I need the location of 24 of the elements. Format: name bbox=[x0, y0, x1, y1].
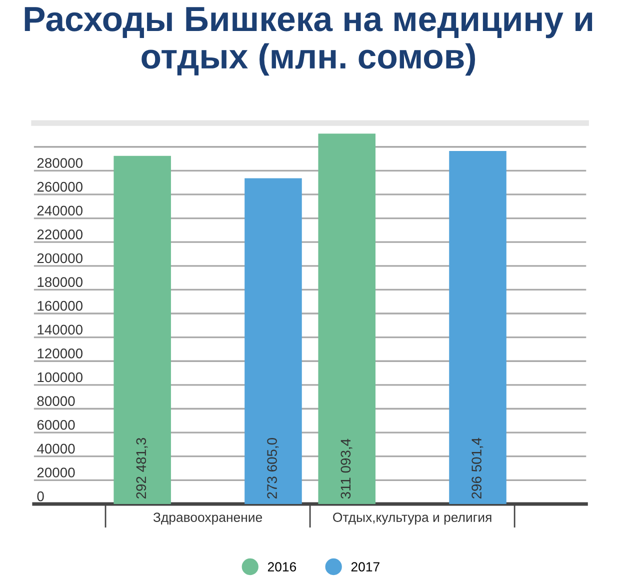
y-tick-label: 240000 bbox=[37, 206, 82, 216]
legend-label: 2016 bbox=[268, 562, 296, 572]
y-tick-label: 160000 bbox=[38, 300, 82, 311]
data-label: 292 481,3 bbox=[136, 438, 148, 498]
y-tick-label: 260000 bbox=[37, 182, 82, 192]
y-tick-label: 280000 bbox=[37, 158, 82, 168]
y-tick-label: 80000 bbox=[37, 396, 75, 406]
x-tick-label: Здравоохранение bbox=[153, 512, 262, 525]
y-tick-label: 60000 bbox=[37, 420, 75, 430]
y-tick-label: 120000 bbox=[38, 348, 82, 358]
data-label: 296 501,4 bbox=[472, 438, 484, 498]
y-tick-label: 100000 bbox=[38, 372, 82, 382]
y-tick-label: 140000 bbox=[38, 324, 82, 335]
y-tick-label: 0 bbox=[37, 491, 44, 502]
data-label: 311 093,4 bbox=[340, 438, 352, 499]
x-tick-label: Отдых,культура и религия bbox=[333, 512, 492, 525]
y-tick-label: 220000 bbox=[37, 230, 82, 240]
legend-label: 2017 bbox=[351, 562, 380, 572]
y-tick-label: 20000 bbox=[37, 468, 75, 478]
data-label: 273 605,0 bbox=[267, 438, 279, 498]
y-tick-label: 40000 bbox=[37, 444, 75, 454]
y-tick-label: 200000 bbox=[37, 253, 82, 264]
chart-title: Расходы Бишкека на медицину и отдых (млн. сомов) bbox=[24, 7, 592, 76]
y-tick-label: 180000 bbox=[38, 277, 82, 287]
